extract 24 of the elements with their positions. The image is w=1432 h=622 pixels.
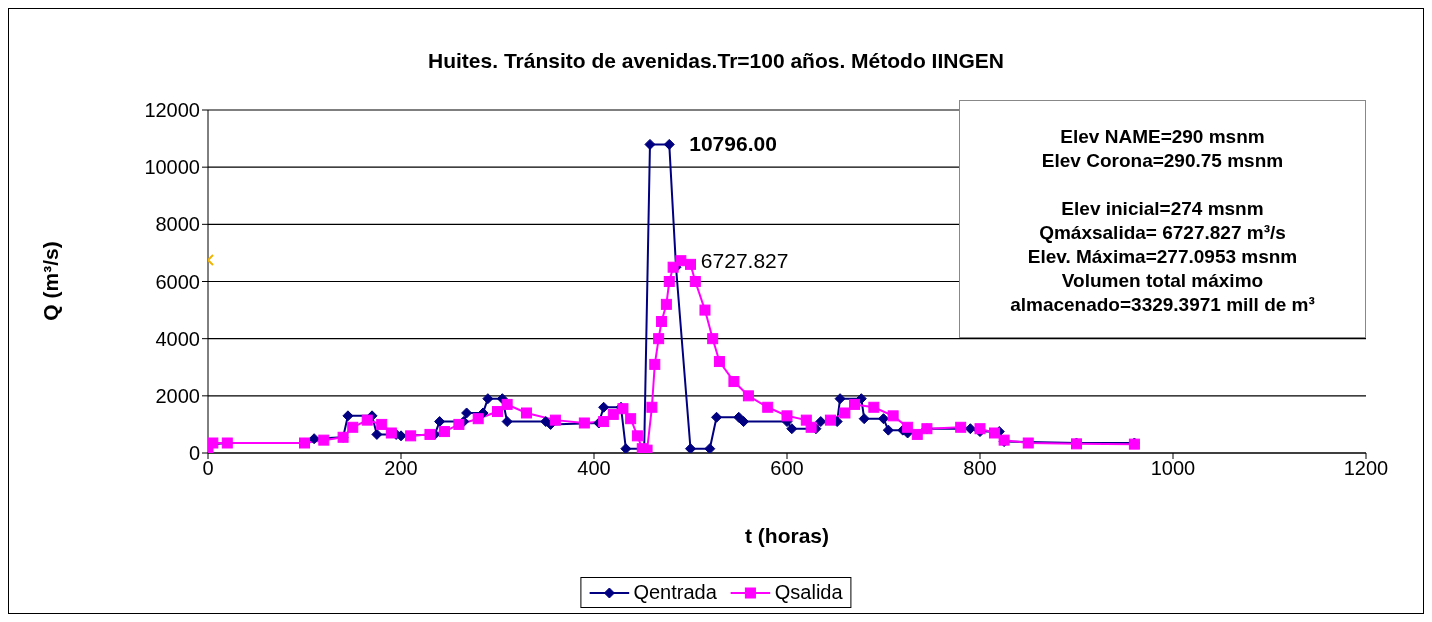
x-tick-label: 1200	[1343, 457, 1389, 480]
y-tick-label: 12000	[144, 99, 200, 122]
x-tick-label: 400	[577, 457, 611, 480]
y-tick-label: 10000	[144, 156, 200, 179]
chart-title: Huites. Tránsito de avenidas.Tr=100 años. Método IINGEN	[427, 49, 1005, 73]
y-tick-label: 0	[188, 442, 200, 465]
y-tick-label: 2000	[155, 384, 200, 407]
annotation: 6727.827	[700, 248, 789, 272]
annotation: 10796.00	[689, 132, 777, 156]
annotation: Elev NAME=290 msnm Elev Corona=290.75 msnm	[1040, 125, 1285, 173]
x-tick-label: 800	[963, 457, 997, 480]
annotation: Elev inicial=274 msnm Qmáxsalida= 6727.827 m³/s Elev. Máxima=277.0953 msnm Volumen total máximo almacenado=3329.3971 mill de m³	[1009, 197, 1316, 317]
x-tick-label: 0	[202, 457, 214, 480]
y-tick-label: 8000	[155, 213, 200, 236]
y-axis-title: Q (m³/s)	[39, 241, 63, 321]
y-tick-label: 6000	[155, 270, 200, 293]
legend-label: Qentrada	[633, 581, 717, 604]
x-tick-label: 1000	[1150, 457, 1196, 480]
legend-label: Qsalida	[774, 581, 843, 604]
x-axis-title: t (horas)	[744, 524, 830, 548]
x-tick-label: 600	[770, 457, 804, 480]
x-tick-label: 200	[384, 457, 418, 480]
y-tick-label: 4000	[155, 327, 200, 350]
info-box: Elev NAME=290 msnm Elev Corona=290.75 msnm Elev inicial=274 msnm Qmáxsalida= 6727.827 m³/s Elev. Máxima=277.0953 msnm Volumen total máximo almacenado=3329.3971 mill de m³	[959, 100, 1366, 338]
